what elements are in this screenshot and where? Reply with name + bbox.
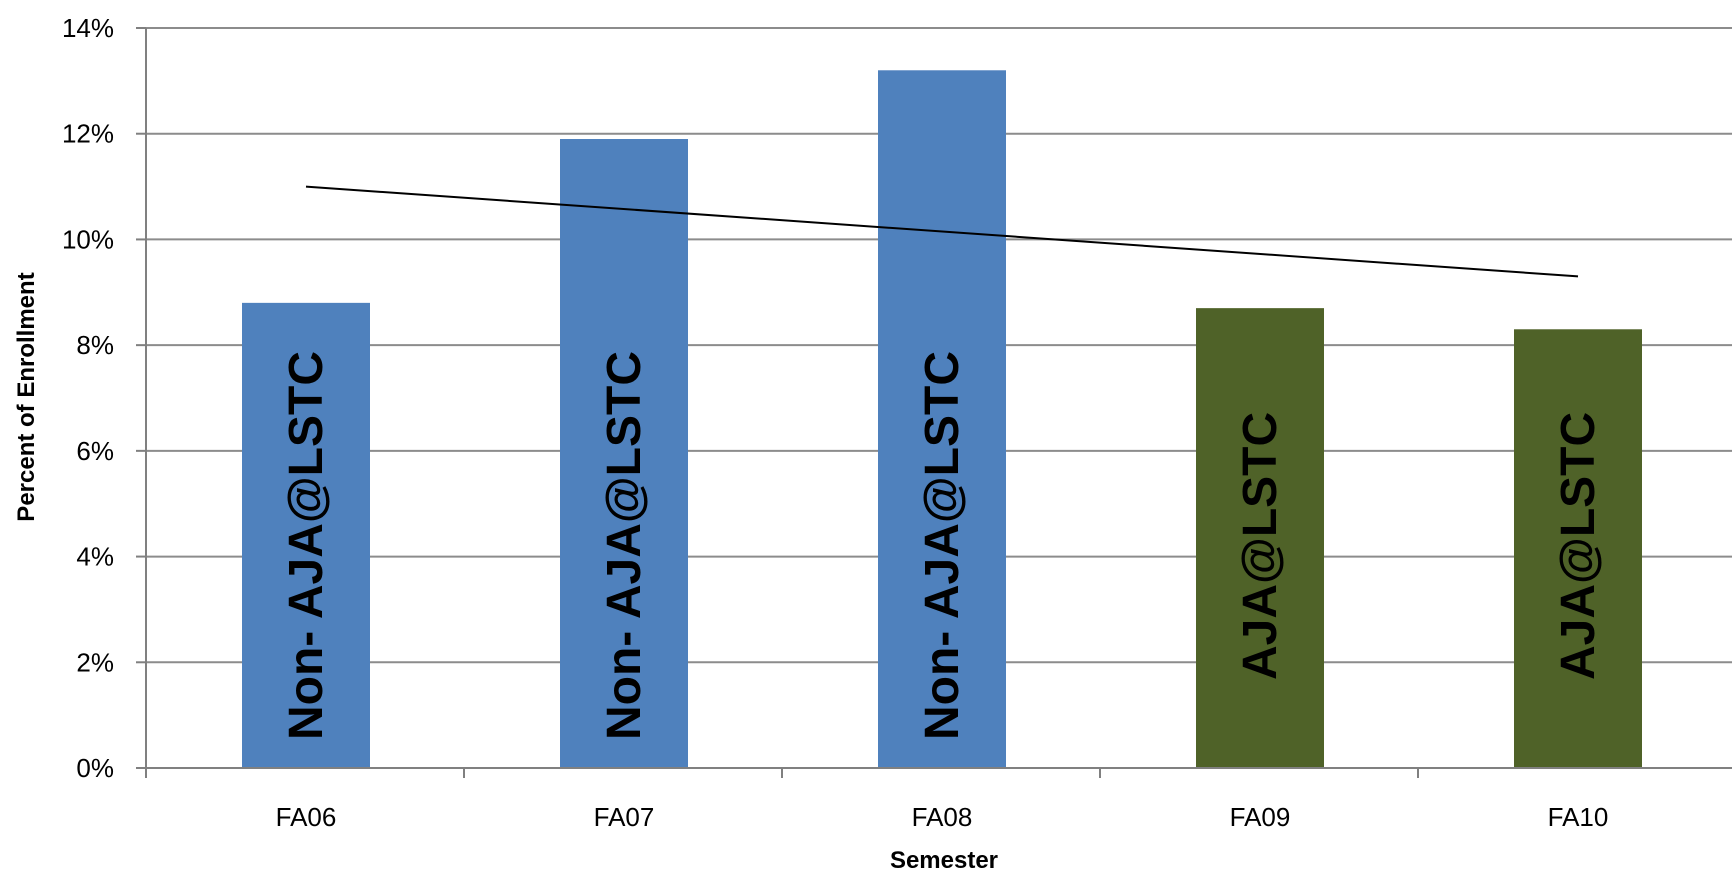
bar-label: Non- AJA@LSTC — [280, 351, 333, 740]
bar-fa09 — [1196, 308, 1324, 768]
y-tick-label: 8% — [76, 330, 114, 360]
y-tick-label: 14% — [62, 13, 114, 43]
y-tick-label: 10% — [62, 224, 114, 254]
y-axis-ticks: 0% 2% 4% 6% 8% 10% 12% 14% — [62, 13, 146, 783]
bar-label: Non- AJA@LSTC — [916, 351, 969, 740]
y-tick-label: 4% — [76, 542, 114, 572]
bar-fa10 — [1514, 329, 1642, 768]
y-axis-title: Percent of Enrollment — [13, 272, 40, 521]
bar-fa06 — [242, 302, 370, 768]
bar-fa07 — [560, 139, 688, 768]
x-tick-label: FA07 — [594, 802, 655, 832]
bars: Non- AJA@LSTC Non- AJA@LSTC Non- AJA@LSTC A… — [242, 70, 1642, 769]
x-tick-label: FA10 — [1548, 802, 1609, 832]
y-tick-label: 12% — [62, 119, 114, 149]
bar-fa08 — [878, 70, 1006, 769]
x-axis-title: Semester — [890, 847, 998, 874]
x-tick-label: FA06 — [276, 802, 337, 832]
bar-label: Non- AJA@LSTC — [598, 351, 651, 740]
bar-label: AJA@LSTC — [1552, 412, 1605, 680]
x-tick-label: FA09 — [1230, 802, 1291, 832]
bar-label: AJA@LSTC — [1234, 412, 1287, 680]
x-tick-label: FA08 — [912, 802, 973, 832]
y-tick-label: 6% — [76, 436, 114, 466]
trendline — [305, 185, 1579, 278]
y-tick-label: 2% — [76, 647, 114, 677]
y-tick-label: 0% — [76, 753, 114, 783]
x-axis-ticks: FA06 FA07 FA08 FA09 FA10 — [145, 768, 1609, 832]
